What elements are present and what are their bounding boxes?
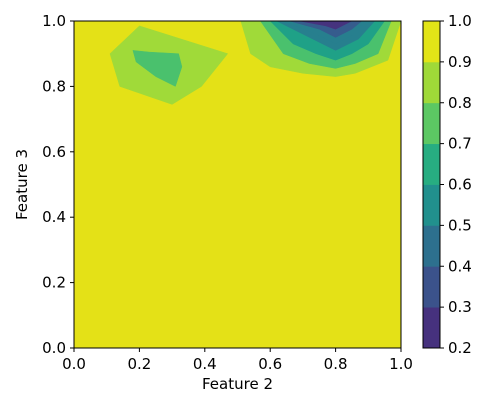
colorbar-band: [423, 266, 440, 308]
x-tick-label: 0.2: [127, 355, 151, 373]
colorbar-band: [423, 307, 440, 349]
y-tick-label: 0.2: [42, 274, 66, 292]
y-tick-label: 1.0: [42, 12, 66, 30]
colorbar-band: [423, 21, 440, 63]
colorbar-band: [423, 143, 440, 185]
plot-area: [73, 20, 402, 349]
x-tick-label: 0.0: [62, 355, 86, 373]
y-axis: 0.0 0.2 0.4 0.6 0.8 1.0: [42, 12, 74, 357]
x-axis-label: Feature 2: [202, 375, 273, 393]
contour-region-1-0: [132, 50, 183, 87]
colorbar-tick-label: 0.2: [448, 339, 472, 357]
x-tick-label: 0.4: [193, 355, 217, 373]
colorbar-band: [423, 225, 440, 267]
contour-layer: [109, 20, 402, 105]
y-tick-label: 0.8: [42, 77, 66, 95]
x-tick-label: 0.8: [324, 355, 348, 373]
colorbar-band: [423, 102, 440, 145]
y-tick-label: 0.6: [42, 143, 66, 161]
y-axis-label: Feature 3: [13, 149, 31, 220]
plot-frame: [73, 20, 402, 349]
colorbar-band: [423, 184, 440, 226]
colorbar-tick-label: 0.8: [448, 94, 472, 112]
x-axis: 0.0 0.2 0.4 0.6 0.8 1.0: [62, 348, 413, 373]
x-tick-label: 0.6: [258, 355, 282, 373]
colorbar-tick-label: 0.6: [448, 176, 472, 194]
y-tick-label: 0.0: [42, 339, 66, 357]
colorbar-tick-label: 0.9: [448, 53, 472, 71]
colorbar-tick-label: 1.0: [448, 12, 472, 30]
colorbar-tick-label: 0.4: [448, 257, 472, 275]
x-tick-label: 1.0: [389, 355, 413, 373]
colorbar-tick-label: 0.5: [448, 216, 472, 234]
colorbar-tick-label: 0.3: [448, 298, 472, 316]
colorbar-tick-label: 0.7: [448, 135, 472, 153]
y-tick-label: 0.4: [42, 208, 66, 226]
colorbar-band: [423, 61, 440, 104]
colorbar: 0.2 0.3 0.4 0.5 0.6 0.7 0.8 0.9 1.0: [422, 12, 472, 357]
